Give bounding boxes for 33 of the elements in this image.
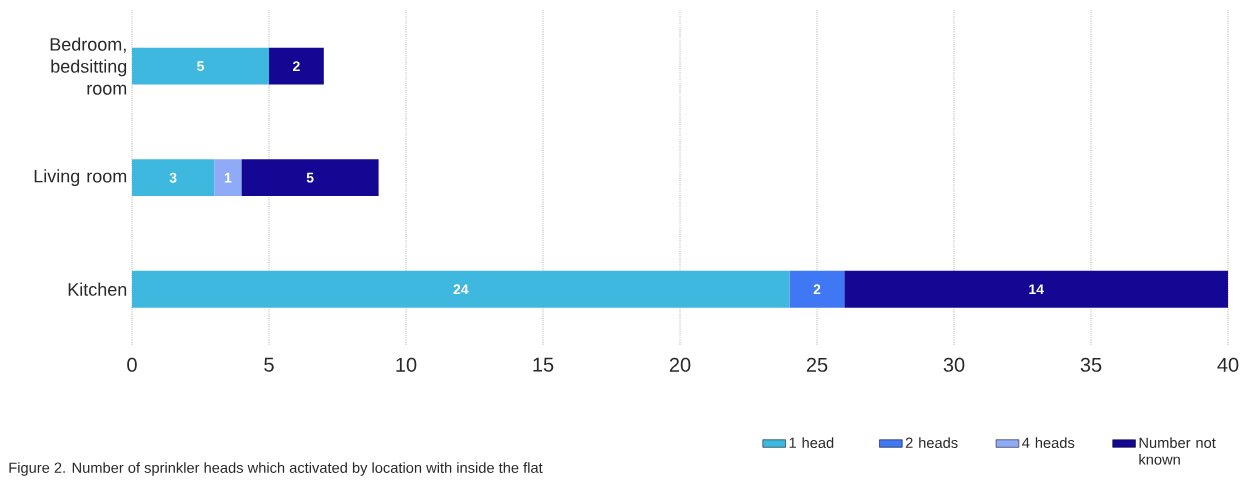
y-tick-label: Living room (34, 169, 127, 187)
legend-label: 2 heads (905, 437, 958, 448)
bar (241, 159, 379, 197)
x-tick-label: 0 (127, 357, 137, 372)
y-tick-label: Kitchen (68, 282, 127, 296)
x-tick-label: 30 (943, 357, 965, 372)
bar (789, 270, 845, 308)
bar (132, 47, 269, 85)
data-label: 14 (1029, 284, 1044, 295)
data-label: 1 (224, 172, 232, 183)
data-label: 24 (453, 284, 469, 295)
x-tick-label: 10 (396, 357, 417, 372)
legend-label: 4 heads (1022, 437, 1075, 448)
bar (132, 270, 790, 308)
legend-label: Number not known (1139, 437, 1216, 465)
bar (269, 47, 324, 85)
x-tick-label: 25 (806, 357, 828, 372)
y-tick-label: Bedroom, bedsitting room (50, 37, 127, 95)
legend-label: 1 head (789, 437, 834, 448)
data-label: 3 (169, 172, 177, 183)
data-label: 5 (197, 61, 204, 72)
data-label: 5 (306, 172, 314, 183)
data-label: 2 (292, 61, 300, 71)
x-tick-label: 35 (1080, 357, 1102, 372)
x-tick-label: 15 (533, 357, 554, 372)
bar (132, 159, 215, 197)
caption: Figure 2. Number of sprinkler heads which activated by location with inside the flat (9, 462, 543, 476)
bar (844, 270, 1229, 308)
data-label: 2 (813, 284, 821, 295)
x-tick-label: 5 (264, 357, 274, 372)
bar (214, 159, 242, 197)
x-tick-label: 20 (669, 357, 691, 372)
x-tick-label: 40 (1217, 357, 1239, 372)
